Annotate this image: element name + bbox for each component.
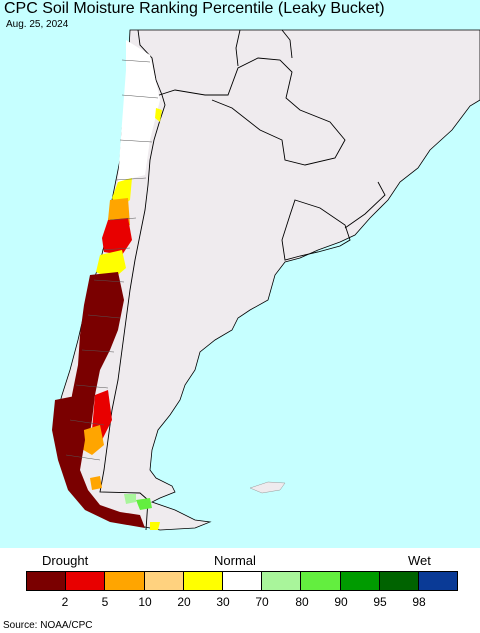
region-red-central xyxy=(102,218,132,255)
legend-swatch-5 xyxy=(222,572,263,590)
legend-tick: 80 xyxy=(295,595,309,609)
legend-tick: 98 xyxy=(412,595,426,609)
region-lightgreen-patagonia xyxy=(124,494,136,504)
legend-label-wet: Wet xyxy=(408,553,431,568)
legend-tick: 20 xyxy=(177,595,191,609)
legend-tick: 30 xyxy=(216,595,230,609)
map-title: CPC Soil Moisture Ranking Percentile (Le… xyxy=(4,0,385,17)
legend-swatch-0 xyxy=(27,572,67,590)
legend-swatch-3 xyxy=(144,572,184,590)
legend-color-bar xyxy=(26,571,458,591)
soil-moisture-map xyxy=(0,0,480,548)
legend-tick: 70 xyxy=(255,595,269,609)
region-dark-south xyxy=(52,395,145,528)
region-dark-central xyxy=(70,272,124,445)
legend-tick: 5 xyxy=(101,595,109,609)
falkland-islands xyxy=(249,481,286,494)
legend: Drought Normal Wet 2 5 10 20 30 70 80 90… xyxy=(0,548,480,633)
legend-tick: 10 xyxy=(138,595,152,609)
region-orange-patagonia xyxy=(90,476,102,490)
legend-tick: 2 xyxy=(61,595,69,609)
region-white xyxy=(118,40,160,182)
region-orange-south xyxy=(80,425,104,455)
legend-tick: 95 xyxy=(373,595,387,609)
legend-swatch-1 xyxy=(66,572,106,590)
legend-swatch-6 xyxy=(262,572,302,590)
legend-swatch-8 xyxy=(340,572,380,590)
legend-swatch-2 xyxy=(105,572,145,590)
chile-shading xyxy=(52,40,162,530)
region-yellow-central xyxy=(96,250,126,280)
legend-label-drought: Drought xyxy=(42,553,89,568)
country-borders xyxy=(99,29,386,531)
map-date: Aug. 25, 2024 xyxy=(6,19,69,30)
legend-swatch-9 xyxy=(379,572,419,590)
region-green-patagonia xyxy=(136,498,152,510)
region-yellow-spot xyxy=(155,108,162,122)
legend-label-normal: Normal xyxy=(214,553,256,568)
source-credit: Source: NOAA/CPC xyxy=(3,620,93,631)
region-yellow-tierra xyxy=(150,522,160,530)
legend-swatch-4 xyxy=(183,572,223,590)
region-outlines xyxy=(65,59,159,461)
legend-swatch-7 xyxy=(301,572,341,590)
legend-tick: 90 xyxy=(334,595,348,609)
map-panel: CPC Soil Moisture Ranking Percentile (Le… xyxy=(0,0,480,548)
legend-swatch-10 xyxy=(418,572,458,590)
